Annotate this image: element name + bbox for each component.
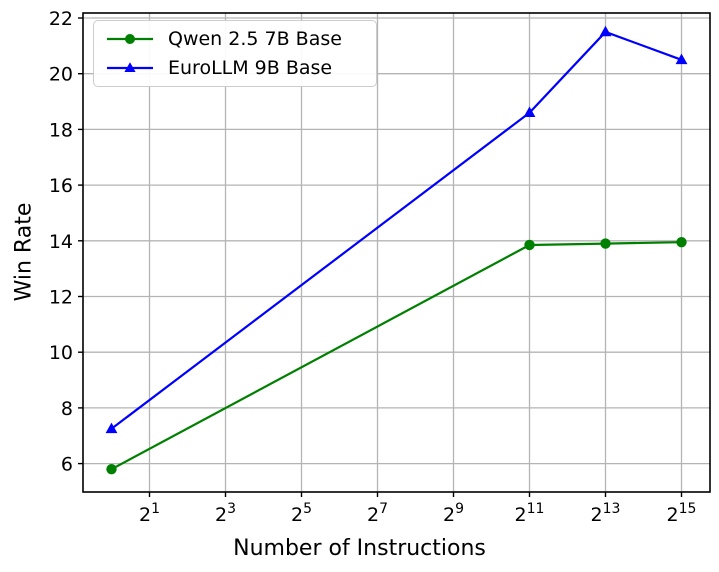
- data-point-marker: [600, 238, 611, 249]
- y-tick-label: 20: [49, 64, 73, 86]
- data-point-marker: [523, 106, 536, 117]
- y-tick-label: 22: [49, 8, 73, 30]
- y-tick-label: 6: [61, 454, 73, 476]
- plot-frame: [82, 12, 711, 493]
- y-tick-label: 16: [49, 175, 73, 197]
- y-axis-label: Win Rate: [11, 202, 37, 302]
- legend-label: EuroLLM 9B Base: [168, 56, 333, 79]
- data-point-marker: [524, 239, 535, 251]
- x-tick-label: 211: [515, 501, 545, 526]
- legend-item: Qwen 2.5 7B Base: [102, 26, 368, 52]
- x-axis-label: Number of Instructions: [233, 536, 486, 561]
- x-tick-label: 213: [591, 501, 621, 526]
- x-tick-label: 29: [443, 501, 464, 526]
- data-point-marker: [599, 25, 612, 37]
- series-eurollm-9b-base: [105, 25, 688, 434]
- y-tick-label: 10: [49, 342, 73, 364]
- y-tick-label: 14: [49, 231, 73, 253]
- legend-label: Qwen 2.5 7B Base: [168, 28, 342, 51]
- series-line: [110, 30, 683, 430]
- x-tick-label: 27: [367, 501, 388, 526]
- y-tick-label: 8: [61, 398, 73, 420]
- series-line: [110, 241, 683, 471]
- data-point-marker: [105, 422, 118, 434]
- x-tick-label: 215: [667, 501, 697, 526]
- legend-item: EuroLLM 9B Base: [102, 55, 368, 81]
- triangle-marker-icon: [106, 60, 154, 76]
- x-tick-label: 21: [139, 501, 160, 526]
- legend: Qwen 2.5 7B Base EuroLLM 9B Base: [93, 20, 377, 87]
- y-tick-label: 12: [49, 287, 73, 309]
- x-tick-label: 25: [291, 501, 312, 526]
- data-point-marker: [675, 53, 688, 65]
- data-point-marker: [676, 236, 687, 248]
- series-qwen-2-5-7b-base: [106, 236, 687, 475]
- circle-marker-icon: [106, 31, 154, 47]
- data-point-marker: [106, 463, 117, 475]
- x-tick-label: 23: [215, 501, 236, 526]
- y-tick-label: 18: [49, 119, 73, 141]
